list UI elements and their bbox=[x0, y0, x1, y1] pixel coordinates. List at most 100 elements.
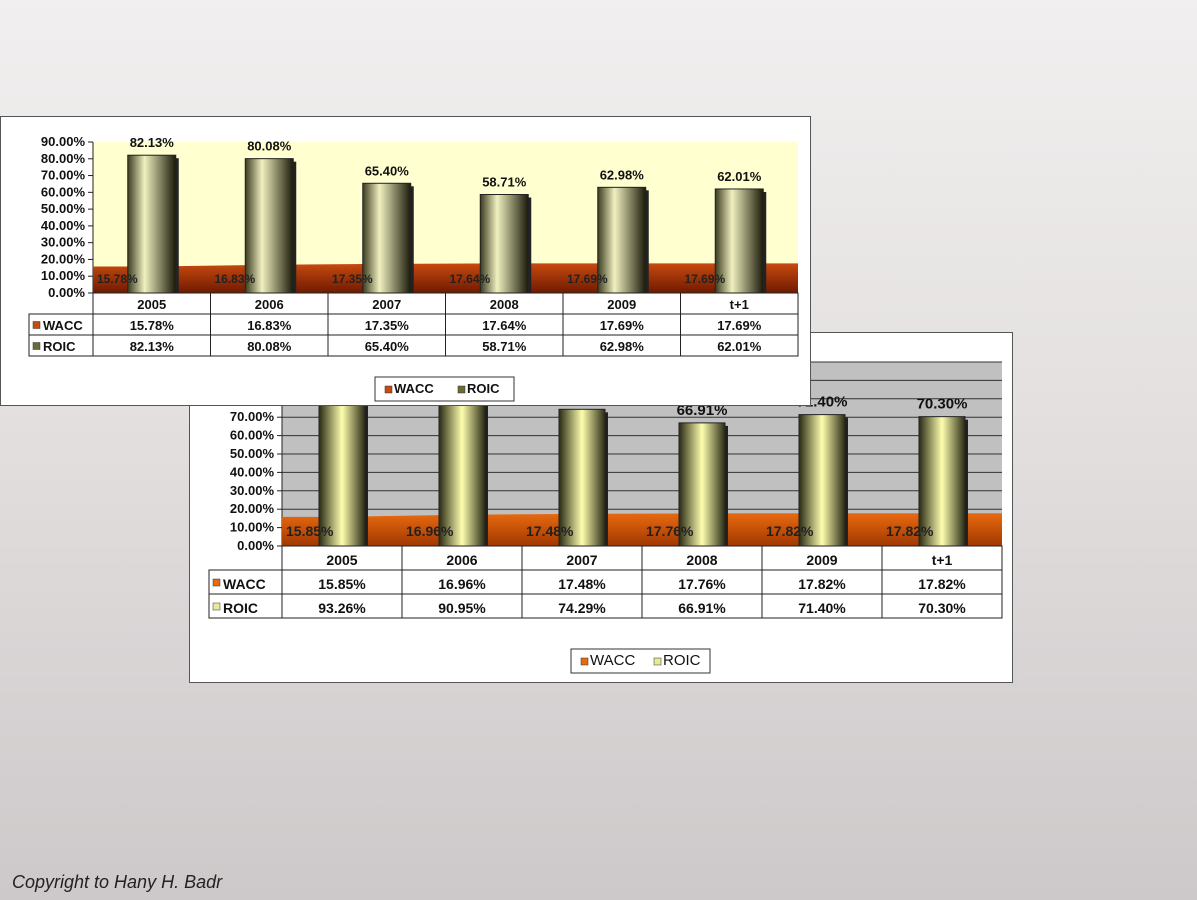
table-roic-cell: 74.29% bbox=[558, 600, 606, 616]
table-category-label: t+1 bbox=[730, 297, 749, 312]
wacc-data-label: 16.83% bbox=[215, 272, 256, 286]
table-category-label: 2008 bbox=[686, 552, 717, 568]
table-roic-cell: 82.13% bbox=[130, 339, 175, 354]
table-series-label: WACC bbox=[43, 318, 83, 333]
y-tick-label: 90.00% bbox=[41, 134, 86, 149]
legend-wacc-key bbox=[384, 385, 393, 394]
roic-bar bbox=[362, 182, 412, 294]
y-tick-label: 70.00% bbox=[230, 409, 275, 424]
wacc-data-label: 16.96% bbox=[406, 523, 454, 539]
table-category-label: 2009 bbox=[806, 552, 837, 568]
y-tick-label: 60.00% bbox=[230, 428, 275, 443]
wacc-data-label: 17.69% bbox=[567, 272, 608, 286]
table-roic-cell: 62.01% bbox=[717, 339, 762, 354]
roic-bar bbox=[244, 158, 294, 294]
wacc-data-label: 15.78% bbox=[97, 272, 138, 286]
table-roic-cell: 70.30% bbox=[918, 600, 966, 616]
y-tick-label: 0.00% bbox=[237, 538, 274, 553]
roic-bar bbox=[918, 416, 966, 547]
y-tick-label: 20.00% bbox=[41, 251, 86, 266]
table-roic-cell: 80.08% bbox=[247, 339, 292, 354]
y-tick-label: 10.00% bbox=[230, 520, 275, 535]
legend-roic-key bbox=[653, 657, 662, 666]
table-wacc-cell: 16.96% bbox=[438, 576, 486, 592]
wacc-data-label: 17.48% bbox=[526, 523, 574, 539]
table-wacc-cell: 17.48% bbox=[558, 576, 606, 592]
table-category-label: 2006 bbox=[255, 297, 284, 312]
chart-front-panel: 0.00% 10.00% 20.00% 30.00% 40.00% 50.00% 60.00… bbox=[0, 116, 811, 406]
table-roic-cell: 71.40% bbox=[798, 600, 846, 616]
y-tick-label: 60.00% bbox=[41, 184, 86, 199]
y-tick-label: 80.00% bbox=[41, 151, 86, 166]
legend-wacc-key bbox=[580, 657, 589, 666]
table-category-label: t+1 bbox=[932, 552, 953, 568]
roic-data-label: 65.40% bbox=[365, 163, 410, 178]
roic-data-label: 62.98% bbox=[600, 167, 645, 182]
table-category-label: 2007 bbox=[566, 552, 597, 568]
wacc-data-label: 15.85% bbox=[286, 523, 334, 539]
table-legend-key bbox=[32, 342, 41, 350]
roic-bar bbox=[127, 154, 177, 294]
table-category-label: 2007 bbox=[372, 297, 401, 312]
table-category-label: 2005 bbox=[137, 297, 166, 312]
table-roic-cell: 62.98% bbox=[600, 339, 645, 354]
y-tick-label: 70.00% bbox=[41, 168, 86, 183]
table-roic-cell: 90.95% bbox=[438, 600, 486, 616]
y-tick-label: 50.00% bbox=[230, 446, 275, 461]
wacc-data-label: 17.76% bbox=[646, 523, 694, 539]
roic-bar bbox=[678, 422, 726, 547]
table-wacc-cell: 17.69% bbox=[600, 318, 645, 333]
wacc-data-label: 17.82% bbox=[886, 523, 934, 539]
table-legend-key bbox=[32, 321, 41, 329]
table-wacc-cell: 15.85% bbox=[318, 576, 366, 592]
legend-roic-label: ROIC bbox=[663, 652, 701, 669]
table-category-label: 2005 bbox=[326, 552, 357, 568]
table-wacc-cell: 17.35% bbox=[365, 318, 410, 333]
table-wacc-cell: 17.69% bbox=[717, 318, 762, 333]
wacc-data-label: 17.64% bbox=[450, 272, 491, 286]
copyright-text: Copyright to Hany H. Badr bbox=[12, 872, 223, 892]
table-category-label: 2008 bbox=[490, 297, 519, 312]
roic-bar bbox=[714, 188, 764, 294]
table-wacc-cell: 16.83% bbox=[247, 318, 292, 333]
y-tick-label: 30.00% bbox=[41, 235, 86, 250]
y-tick-label: 20.00% bbox=[230, 501, 275, 516]
legend-wacc-label: WACC bbox=[590, 652, 635, 669]
table-series-label: WACC bbox=[223, 576, 266, 592]
table-legend-key bbox=[212, 602, 221, 611]
table-roic-cell: 66.91% bbox=[678, 600, 726, 616]
table-series-label: ROIC bbox=[43, 339, 76, 354]
legend-wacc-label: WACC bbox=[394, 381, 434, 396]
table-legend-key bbox=[212, 578, 221, 587]
y-tick-label: 10.00% bbox=[41, 268, 86, 283]
roic-bar bbox=[597, 186, 647, 294]
roic-bar bbox=[558, 408, 606, 547]
roic-data-label: 82.13% bbox=[130, 135, 175, 150]
y-tick-label: 40.00% bbox=[230, 464, 275, 479]
roic-data-label: 66.91% bbox=[677, 402, 728, 419]
legend-roic-label: ROIC bbox=[467, 381, 500, 396]
table-wacc-cell: 15.78% bbox=[130, 318, 175, 333]
legend-box bbox=[570, 648, 711, 674]
wacc-data-label: 17.69% bbox=[685, 272, 726, 286]
roic-data-label: 80.08% bbox=[247, 139, 292, 154]
wacc-data-label: 17.82% bbox=[766, 523, 814, 539]
roic-data-label: 62.01% bbox=[717, 169, 762, 184]
roic-data-label: 58.71% bbox=[482, 174, 527, 189]
table-wacc-cell: 17.64% bbox=[482, 318, 527, 333]
roic-bar bbox=[438, 378, 486, 547]
legend-box bbox=[374, 376, 515, 402]
chart-front: 0.00% 10.00% 20.00%30.00% 40.00% 50.00% 60.00… bbox=[28, 134, 799, 402]
table-roic-cell: 58.71% bbox=[482, 339, 527, 354]
y-tick-label: 50.00% bbox=[41, 201, 86, 216]
y-tick-label: 0.00% bbox=[48, 285, 85, 300]
legend-roic-key bbox=[457, 385, 466, 394]
table-wacc-cell: 17.82% bbox=[798, 576, 846, 592]
table-series-label: ROIC bbox=[223, 600, 258, 616]
table-roic-cell: 65.40% bbox=[365, 339, 410, 354]
table-category-label: 2009 bbox=[607, 297, 636, 312]
table-roic-cell: 93.26% bbox=[318, 600, 366, 616]
roic-data-label: 70.30% bbox=[917, 396, 968, 413]
wacc-data-label: 17.35% bbox=[332, 272, 373, 286]
table-wacc-cell: 17.82% bbox=[918, 576, 966, 592]
